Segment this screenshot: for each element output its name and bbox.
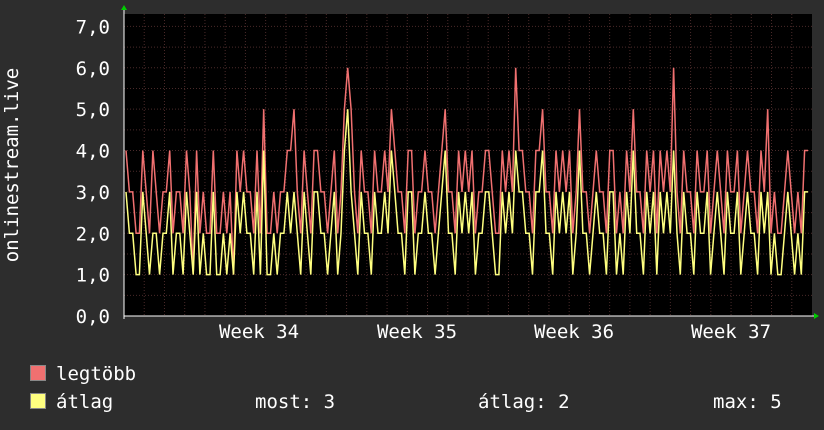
legend-item-max: legtöbb xyxy=(30,363,136,385)
x-tick-label: Week 34 xyxy=(219,321,299,340)
y-tick-label: 7,0 xyxy=(76,16,110,38)
y-tick-label: 6,0 xyxy=(76,58,110,80)
series-line-avg xyxy=(125,109,808,276)
x-tick-label: Week 36 xyxy=(534,321,614,340)
y-tick-label: 1,0 xyxy=(76,265,110,287)
stat-max: max: 5 xyxy=(713,391,782,413)
y-axis-label: onlinestream.live xyxy=(1,67,23,263)
x-tick-label: Week 35 xyxy=(377,321,457,340)
y-tick-label: 2,0 xyxy=(76,223,110,245)
y-tick-label: 5,0 xyxy=(76,99,110,121)
y-tick-label: 0,0 xyxy=(76,306,110,328)
legend-label-avg: átlag xyxy=(56,391,114,413)
x-tick-label: Week 37 xyxy=(691,321,771,340)
legend-swatch-avg xyxy=(30,392,46,409)
legend-item-avg: átlag xyxy=(30,391,113,413)
chart-svg: 0,0 1,0 2,0 3,0 4,0 5,0 6,0 7,0 Week 34 Week 35 We… xyxy=(76,5,819,340)
stat-avg: átlag: 2 xyxy=(478,391,570,413)
series-line-max xyxy=(125,67,808,275)
y-tick-label: 3,0 xyxy=(76,182,110,204)
legend-swatch-max xyxy=(30,364,46,381)
x-axis-arrow xyxy=(814,313,819,319)
y-tick-label: 4,0 xyxy=(76,141,110,163)
legend-label-max: legtöbb xyxy=(56,363,137,385)
y-axis-arrow xyxy=(121,5,127,10)
stat-now: most: 3 xyxy=(255,391,336,413)
